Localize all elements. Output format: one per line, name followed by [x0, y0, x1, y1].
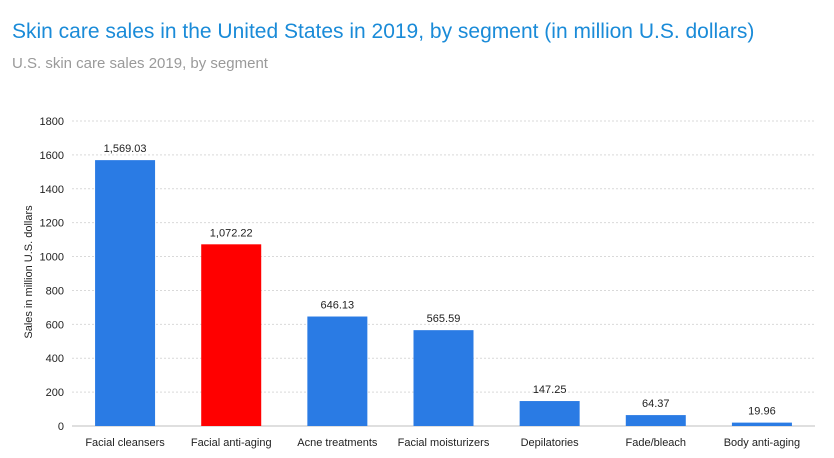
category-label: Facial anti-aging: [191, 437, 272, 449]
bars: [95, 160, 792, 426]
y-tick-label: 1600: [40, 150, 64, 162]
data-label: 646.13: [321, 300, 355, 312]
bar[interactable]: [201, 244, 262, 426]
category-label: Fade/bleach: [626, 437, 687, 449]
bar[interactable]: [307, 316, 368, 426]
y-tick-label: 400: [46, 353, 64, 365]
category-label: Acne treatments: [297, 437, 378, 449]
y-tick-label: 800: [46, 285, 64, 297]
bar[interactable]: [95, 160, 156, 426]
y-tick-label: 1400: [40, 184, 64, 196]
data-label: 64.37: [642, 398, 670, 410]
bar[interactable]: [625, 415, 686, 426]
category-label: Facial cleansers: [85, 437, 165, 449]
y-axis-ticks: 0 200 400 600 800 1000 1200 1400 1600 1800: [40, 116, 64, 433]
data-label: 1,072.22: [210, 227, 253, 239]
bar[interactable]: [731, 422, 792, 426]
category-label: Body anti-aging: [724, 437, 800, 449]
category-labels: Facial cleansers Facial anti-aging Acne tr…: [85, 437, 800, 449]
data-label: 19.96: [748, 406, 776, 418]
data-labels: 1,569.03 1,072.22 646.13 565.59 147.25 64.37 1…: [104, 143, 776, 417]
chart-title: Skin care sales in the United States in …: [12, 20, 755, 43]
bar[interactable]: [413, 330, 474, 426]
category-label: Facial moisturizers: [398, 437, 490, 449]
data-label: 1,569.03: [104, 143, 147, 155]
y-tick-label: 1000: [40, 252, 64, 264]
y-tick-label: 600: [46, 319, 64, 331]
y-axis-label: Sales in million U.S. dollars: [23, 205, 35, 339]
y-tick-label: 200: [46, 387, 64, 399]
category-label: Depilatories: [521, 437, 580, 449]
chart-subtitle: U.S. skin care sales 2019, by segment: [12, 55, 268, 72]
data-label: 565.59: [427, 313, 461, 325]
y-tick-label: 0: [58, 421, 64, 433]
y-tick-label: 1800: [40, 116, 64, 128]
data-label: 147.25: [533, 384, 567, 396]
y-tick-label: 1200: [40, 218, 64, 230]
bar[interactable]: [519, 401, 580, 426]
